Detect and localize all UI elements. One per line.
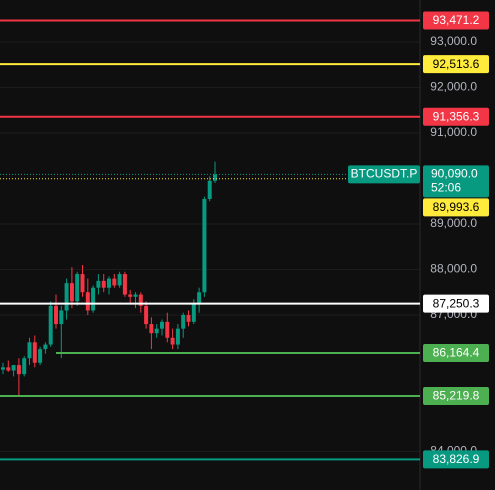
y-tick-label: 92,000.0 bbox=[430, 80, 477, 94]
price-line-label: 87,250.3 bbox=[433, 296, 480, 310]
candle-body bbox=[107, 278, 111, 288]
price-line-box bbox=[423, 198, 489, 217]
last-price-box bbox=[423, 165, 489, 198]
price-line-box bbox=[423, 344, 489, 363]
candle-body bbox=[27, 342, 32, 359]
price-line-label: 86,164.4 bbox=[433, 346, 480, 360]
candle-body bbox=[117, 274, 122, 286]
candle-body bbox=[59, 310, 64, 325]
price-line-box bbox=[423, 294, 489, 313]
symbol-label: BTCUSDT.P bbox=[351, 167, 418, 181]
price-line-label: 83,826.9 bbox=[433, 452, 480, 466]
candle-body bbox=[85, 292, 90, 311]
candle-body bbox=[202, 198, 207, 293]
candle-body bbox=[54, 305, 58, 325]
candle-body bbox=[38, 349, 43, 363]
candle-body bbox=[96, 280, 101, 288]
candle-body bbox=[16, 365, 21, 375]
price-line-box bbox=[423, 11, 489, 30]
candle-body bbox=[112, 278, 117, 286]
candle-body bbox=[43, 344, 48, 350]
candle-body bbox=[32, 342, 37, 363]
candle-body bbox=[122, 274, 127, 295]
y-tick-label: 88,000.0 bbox=[430, 262, 477, 276]
candle-body bbox=[138, 294, 143, 306]
price-line-label: 89,993.6 bbox=[433, 200, 480, 214]
candle-body bbox=[175, 328, 180, 345]
price-line-label: 85,219.8 bbox=[433, 389, 480, 403]
candle-body bbox=[11, 365, 16, 371]
candle-body bbox=[128, 294, 133, 297]
price-line-box bbox=[423, 450, 489, 469]
candle-body bbox=[48, 305, 53, 345]
y-tick-label: 91,000.0 bbox=[430, 125, 477, 139]
candle-body bbox=[75, 274, 80, 302]
candle-body bbox=[181, 315, 186, 329]
candle-body bbox=[197, 292, 202, 304]
candle-body bbox=[6, 367, 11, 371]
candle-body bbox=[69, 283, 74, 302]
price-line-label: 92,513.6 bbox=[433, 57, 480, 71]
candle-body bbox=[91, 287, 96, 311]
candle-body bbox=[80, 274, 85, 293]
candle-body bbox=[170, 337, 175, 345]
candle-body bbox=[165, 321, 170, 338]
candle-body bbox=[22, 358, 27, 375]
candle-body bbox=[64, 283, 69, 311]
price-line-box bbox=[423, 107, 489, 126]
candle-body bbox=[101, 280, 106, 288]
y-tick-label: 89,000.0 bbox=[430, 216, 477, 230]
candle-body bbox=[191, 303, 196, 322]
candle-body bbox=[207, 180, 212, 199]
candle-body bbox=[133, 294, 138, 297]
candle-body bbox=[186, 315, 191, 322]
candle-body bbox=[154, 328, 159, 334]
last-price-label: 90,090.0 bbox=[431, 167, 478, 181]
price-line-label: 91,356.3 bbox=[433, 109, 480, 123]
price-line-box bbox=[423, 387, 489, 406]
y-tick-label: 93,000.0 bbox=[430, 34, 477, 48]
symbol-box bbox=[348, 165, 420, 184]
price-line-label: 93,471.2 bbox=[433, 13, 480, 27]
candle-body bbox=[1, 367, 5, 370]
countdown: 52:06 bbox=[431, 181, 461, 195]
candle-body bbox=[213, 174, 217, 181]
price-line-box bbox=[423, 55, 489, 74]
candle-body bbox=[160, 321, 164, 329]
candle-body bbox=[149, 324, 154, 334]
candle-body bbox=[144, 305, 149, 325]
